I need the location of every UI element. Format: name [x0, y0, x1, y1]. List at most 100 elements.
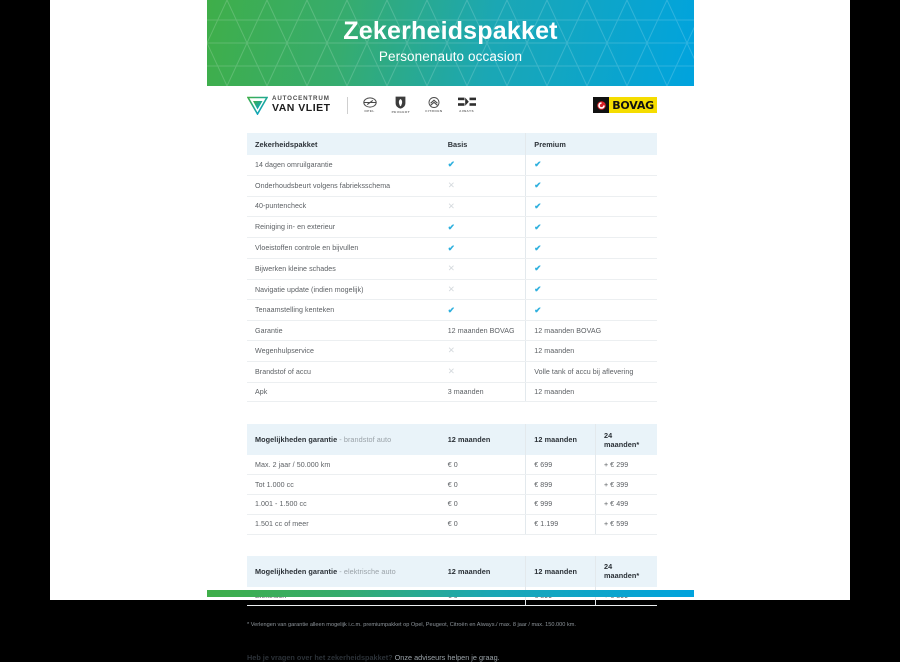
check-icon: ✔ — [534, 180, 542, 191]
feature-label: Tenaamstelling kenteken — [247, 299, 440, 322]
cross-icon: ✕ — [447, 345, 455, 356]
feature-label: Reiniging in- en exterieur — [247, 216, 440, 239]
premium-cell-mark: ✔ — [525, 196, 657, 218]
table-row: Onderhoudsbeurt volgens fabrieksschema ✕ ✔ — [247, 175, 657, 197]
fuel-warranty-table: Mogelijkheden garantie - brandstof auto … — [247, 424, 657, 535]
col-header-electric-1: 12 maanden — [439, 555, 526, 587]
col-header-feature: Zekerheidspakket — [247, 133, 440, 155]
table-header-row: Mogelijkheden garantie - brandstof auto … — [247, 424, 657, 456]
aiways-icon — [457, 97, 476, 107]
row-label: 1.001 - 1.500 cc — [247, 494, 440, 515]
check-icon: ✔ — [447, 159, 455, 170]
premium-cell-mark: ✔ — [525, 279, 657, 301]
col-header-electric-title: Mogelijkheden garantie - elektrische aut… — [247, 555, 440, 587]
basis-cell: 12 maanden BOVAG — [439, 320, 526, 342]
opel-icon — [362, 97, 377, 108]
cross-icon: ✕ — [447, 263, 455, 274]
table-row: Max. 2 jaar / 50.000 km € 0 € 699 + € 299 — [247, 455, 657, 476]
price-cell-2: € 899 — [525, 474, 596, 495]
basis-cell-mark: ✔ — [439, 155, 526, 176]
col-header-electric-2: 12 maanden — [525, 555, 596, 587]
electric-warranty-table: Mogelijkheden garantie - elektrische aut… — [247, 555, 657, 607]
price-cell-3: + € 299 — [594, 455, 657, 476]
hero-banner: Zekerheidspakket Personenauto occasion — [207, 0, 694, 86]
fuel-header-main: Mogelijkheden garantie — [255, 435, 338, 445]
feature-label: Brandstof of accu — [247, 361, 440, 383]
basis-cell-mark: ✔ — [439, 299, 526, 322]
check-icon: ✔ — [534, 200, 542, 211]
table-row: 1.001 - 1.500 cc € 0 € 999 + € 499 — [247, 494, 657, 515]
cross-icon: ✕ — [447, 284, 455, 295]
feature-label: 14 dagen omruilgarantie — [247, 155, 440, 176]
logo-bar: AUTOCENTRUM VAN VLIET OPEL PEUGEOT — [247, 88, 657, 122]
bovag-label: BOVAG — [609, 97, 657, 113]
document-page: Zekerheidspakket Personenauto occasion A… — [50, 0, 850, 662]
premium-cell-mark: ✔ — [525, 237, 657, 259]
peugeot-icon — [395, 96, 406, 109]
table-row: 40-puntencheck ✕ ✔ — [247, 196, 657, 218]
feature-label: Wegenhulpservice — [247, 340, 440, 362]
dealer-name-bottom: VAN VLIET — [272, 102, 331, 115]
table-row: Bijwerken kleine schades ✕ ✔ — [247, 258, 657, 280]
table-row: Reiniging in- en exterieur ✔ ✔ — [247, 216, 657, 239]
table-row: Brandstof of accu ✕ Volle tank of accu bij… — [247, 361, 657, 383]
table-row: Vloeistoffen controle en bijvullen ✔ ✔ — [247, 237, 657, 259]
col-header-fuel-2: 12 maanden — [525, 424, 596, 456]
hero-title: Zekerheidspakket — [343, 17, 558, 46]
check-icon: ✔ — [534, 242, 542, 253]
package-comparison-table: Zekerheidspakket Basis Premium 14 dagen … — [247, 133, 657, 403]
check-icon: ✔ — [447, 221, 455, 232]
price-cell-2: € 699 — [525, 455, 596, 476]
premium-cell-mark: ✔ — [525, 175, 657, 197]
check-icon: ✔ — [534, 221, 542, 232]
check-icon: ✔ — [534, 159, 542, 170]
feature-label: Garantie — [247, 320, 440, 342]
basis-cell-mark: ✕ — [439, 340, 526, 362]
price-cell-2: € 1.199 — [525, 514, 596, 535]
citroen-caption: CITROEN — [425, 109, 443, 114]
basis-cell-mark: ✕ — [439, 361, 526, 383]
opel-caption: OPEL — [364, 109, 375, 114]
peugeot-logo: PEUGEOT — [391, 96, 411, 115]
dealer-logo[interactable]: AUTOCENTRUM VAN VLIET — [247, 95, 331, 115]
col-header-fuel-1: 12 maanden — [439, 424, 526, 456]
basis-cell-mark: ✔ — [439, 237, 526, 259]
table-header-row: Mogelijkheden garantie - elektrische aut… — [247, 555, 657, 587]
feature-label: Bijwerken kleine schades — [247, 258, 440, 280]
table-header-row: Zekerheidspakket Basis Premium — [247, 133, 657, 155]
package-table-body: 14 dagen omruilgarantie ✔ ✔ Onderhoudsbeurt… — [247, 155, 657, 403]
premium-cell-mark: ✔ — [525, 299, 657, 322]
table-row: 14 dagen omruilgarantie ✔ ✔ — [247, 155, 657, 176]
citroen-logo: CITROEN — [425, 96, 443, 114]
price-cell-3: + € 499 — [594, 494, 657, 515]
cross-icon: ✕ — [447, 366, 455, 377]
logo-divider — [346, 96, 348, 114]
premium-cell-mark: ✔ — [525, 216, 657, 239]
feature-label: Vloeistoffen controle en bijvullen — [247, 237, 440, 259]
premium-cell: 12 maanden BOVAG — [525, 320, 657, 342]
price-cell-1: € 0 — [439, 494, 526, 515]
bottom-gradient-bar — [207, 590, 694, 597]
table-row: Tenaamstelling kenteken ✔ ✔ — [247, 299, 657, 322]
feature-label: Navigatie update (indien mogelijk) — [247, 279, 440, 301]
table-row: Navigatie update (indien mogelijk) ✕ ✔ — [247, 279, 657, 301]
basis-cell-mark: ✕ — [439, 258, 526, 280]
feature-label: Apk — [247, 382, 440, 403]
premium-cell: 12 maanden — [525, 382, 657, 403]
closing-question: Heb je vragen over het zekerheidspakket?… — [247, 653, 657, 662]
premium-cell-mark: ✔ — [525, 155, 657, 176]
row-label: 1.501 cc of meer — [247, 514, 440, 535]
table-row: Garantie 12 maanden BOVAG 12 maanden BOVAG — [247, 320, 657, 342]
price-cell-1: € 0 — [439, 514, 526, 535]
opel-logo: OPEL — [362, 97, 377, 114]
row-label: Tot 1.000 cc — [247, 474, 440, 495]
bovag-badge[interactable]: BOVAG — [593, 97, 657, 113]
feature-label: 40-puntencheck — [247, 196, 440, 218]
premium-cell-mark: ✔ — [525, 258, 657, 280]
peugeot-caption: PEUGEOT — [391, 110, 411, 115]
van-vliet-v-icon — [247, 96, 268, 115]
premium-cell: 12 maanden — [525, 340, 657, 362]
col-header-premium: Premium — [525, 133, 657, 155]
check-icon: ✔ — [534, 284, 542, 295]
basis-cell-mark: ✕ — [439, 279, 526, 301]
